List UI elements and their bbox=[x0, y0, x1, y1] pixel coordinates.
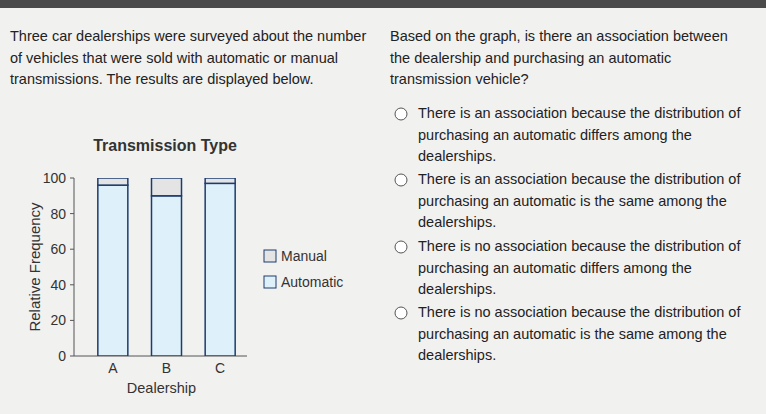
bar-segment bbox=[205, 183, 235, 356]
legend-swatch bbox=[264, 250, 276, 262]
x-tick-label: A bbox=[108, 360, 118, 376]
y-tick-label: 20 bbox=[50, 312, 66, 328]
bar-segment bbox=[205, 178, 235, 183]
option-text[interactable]: There is no association because the dist… bbox=[418, 302, 758, 367]
y-axis-line bbox=[74, 178, 75, 356]
legend-label: Automatic bbox=[281, 274, 343, 290]
y-tick bbox=[70, 320, 74, 321]
radio-button[interactable] bbox=[395, 241, 407, 253]
y-tick-label: 0 bbox=[58, 348, 66, 364]
chart-title: Transmission Type bbox=[93, 137, 237, 154]
problem-text: Three car dealerships were surveyed abou… bbox=[10, 26, 382, 91]
bar-segment bbox=[98, 185, 128, 356]
y-tick bbox=[70, 249, 74, 250]
y-tick-label: 80 bbox=[50, 206, 66, 222]
option-text[interactable]: There is an association because the dist… bbox=[418, 103, 758, 168]
page: Transmission Type Relative Frequency Deale… bbox=[0, 0, 766, 414]
radio-button[interactable] bbox=[395, 108, 407, 120]
x-axis-label: Dealership bbox=[127, 380, 196, 396]
option-text[interactable]: There is an association because the dist… bbox=[418, 169, 758, 234]
y-tick-label: 100 bbox=[43, 170, 67, 186]
radio-button[interactable] bbox=[395, 174, 407, 186]
y-tick bbox=[70, 284, 74, 285]
radio-button[interactable] bbox=[395, 307, 407, 319]
y-tick bbox=[70, 178, 74, 179]
y-tick-label: 60 bbox=[50, 241, 66, 257]
y-tick-label: 40 bbox=[50, 277, 66, 293]
bar-segment bbox=[152, 178, 182, 196]
x-tick-label: C bbox=[215, 360, 225, 376]
option-text[interactable]: There is no association because the dist… bbox=[418, 236, 758, 301]
bar-segment bbox=[98, 178, 128, 185]
legend-swatch bbox=[264, 276, 276, 288]
bars bbox=[98, 178, 235, 356]
y-tick bbox=[70, 356, 74, 357]
bar-segment bbox=[152, 196, 182, 356]
y-axis-label: Relative Frequency bbox=[26, 202, 43, 332]
question-text: Based on the graph, is there an associat… bbox=[390, 26, 750, 91]
x-tick-label: B bbox=[162, 360, 171, 376]
top-strip bbox=[0, 0, 766, 8]
y-tick bbox=[70, 213, 74, 214]
legend-label: Manual bbox=[281, 248, 327, 264]
